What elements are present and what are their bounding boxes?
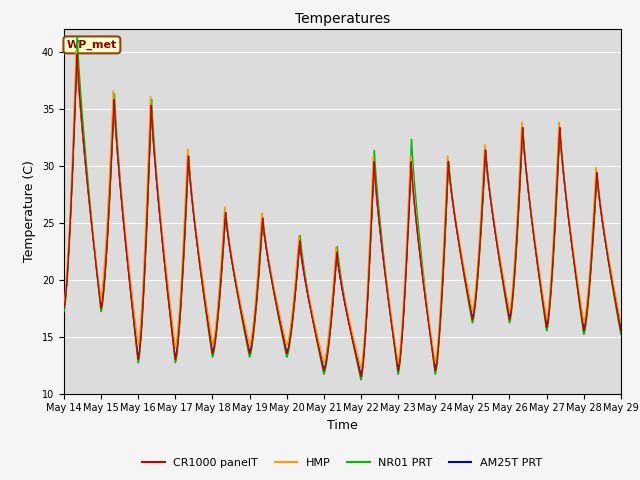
CR1000 panelT — [298, 255, 306, 261]
NR01 PRT — [606, 270, 614, 276]
NR01 PRT — [124, 259, 132, 265]
HMP — [547, 285, 554, 291]
CR1000 panelT — [73, 51, 81, 57]
CR1000 panelT — [606, 269, 614, 275]
CR1000 panelT — [157, 223, 164, 228]
HMP — [124, 252, 132, 257]
AM25T PRT — [124, 260, 132, 266]
CR1000 panelT — [274, 309, 282, 314]
CR1000 panelT — [357, 373, 365, 379]
Line: NR01 PRT: NR01 PRT — [64, 37, 621, 380]
NR01 PRT — [547, 300, 554, 306]
Line: AM25T PRT: AM25T PRT — [64, 56, 621, 375]
HMP — [357, 365, 365, 371]
Title: Temperatures: Temperatures — [295, 12, 390, 26]
Line: CR1000 panelT: CR1000 panelT — [64, 54, 621, 376]
HMP — [157, 216, 164, 221]
X-axis label: Time: Time — [327, 419, 358, 432]
NR01 PRT — [617, 332, 625, 337]
CR1000 panelT — [60, 305, 68, 311]
Line: HMP: HMP — [64, 50, 621, 368]
AM25T PRT — [298, 257, 306, 263]
NR01 PRT — [357, 377, 365, 383]
HMP — [274, 302, 282, 308]
AM25T PRT — [157, 223, 164, 228]
CR1000 panelT — [547, 296, 554, 301]
AM25T PRT — [547, 295, 554, 301]
CR1000 panelT — [617, 328, 625, 334]
CR1000 panelT — [124, 261, 132, 266]
AM25T PRT — [60, 304, 68, 310]
NR01 PRT — [157, 219, 164, 225]
NR01 PRT — [298, 249, 306, 254]
AM25T PRT — [617, 326, 625, 332]
NR01 PRT — [60, 309, 68, 314]
Text: WP_met: WP_met — [67, 40, 117, 50]
Y-axis label: Temperature (C): Temperature (C) — [23, 160, 36, 262]
HMP — [60, 300, 68, 305]
AM25T PRT — [606, 268, 614, 274]
HMP — [606, 263, 614, 269]
AM25T PRT — [73, 53, 81, 59]
AM25T PRT — [357, 372, 365, 378]
NR01 PRT — [74, 34, 81, 40]
AM25T PRT — [274, 308, 282, 313]
Legend: CR1000 panelT, HMP, NR01 PRT, AM25T PRT: CR1000 panelT, HMP, NR01 PRT, AM25T PRT — [138, 454, 547, 473]
NR01 PRT — [274, 310, 282, 316]
HMP — [617, 320, 625, 325]
HMP — [72, 48, 80, 53]
HMP — [298, 254, 306, 260]
